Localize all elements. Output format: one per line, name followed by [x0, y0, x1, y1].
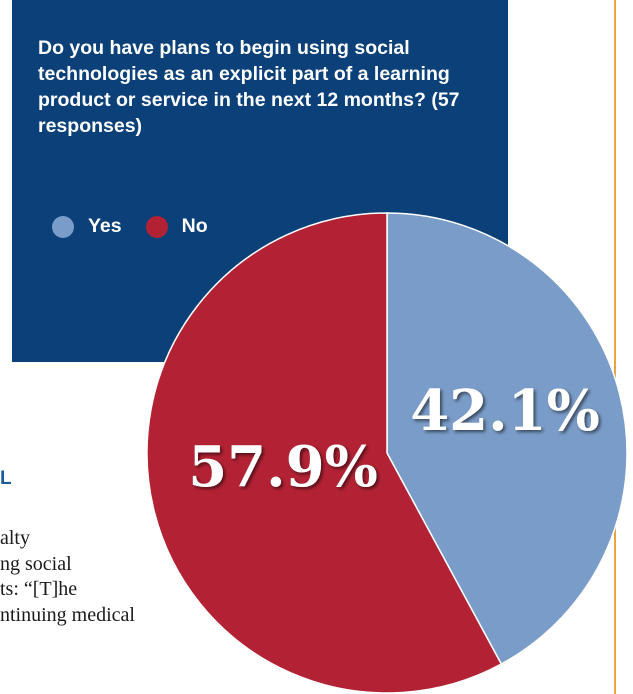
chart-title: Do you have plans to begin using social … — [38, 37, 460, 137]
pie-slice-no — [146, 212, 503, 694]
data-label-yes: 42.1% — [410, 378, 600, 444]
pie-slice-yes — [386, 212, 628, 666]
body-line: ts: “[T]he — [0, 578, 78, 600]
legend-swatch-no — [145, 215, 168, 238]
body-line: ntinuing medical — [0, 603, 135, 626]
legend-swatch-yes — [52, 215, 74, 238]
section-heading-fragment: L — [0, 468, 12, 489]
vertical-rule — [614, 0, 616, 694]
legend-label-no: No — [181, 215, 208, 237]
body-text-fragment: alty ng social ts: “[T]he ntinuing medic… — [0, 526, 135, 628]
data-label-no: 57.9% — [188, 434, 378, 500]
body-line: ng social — [0, 552, 72, 575]
body-line: alty — [0, 527, 30, 549]
chart-legend: Yes No — [52, 215, 232, 238]
legend-label-yes: Yes — [88, 215, 122, 237]
